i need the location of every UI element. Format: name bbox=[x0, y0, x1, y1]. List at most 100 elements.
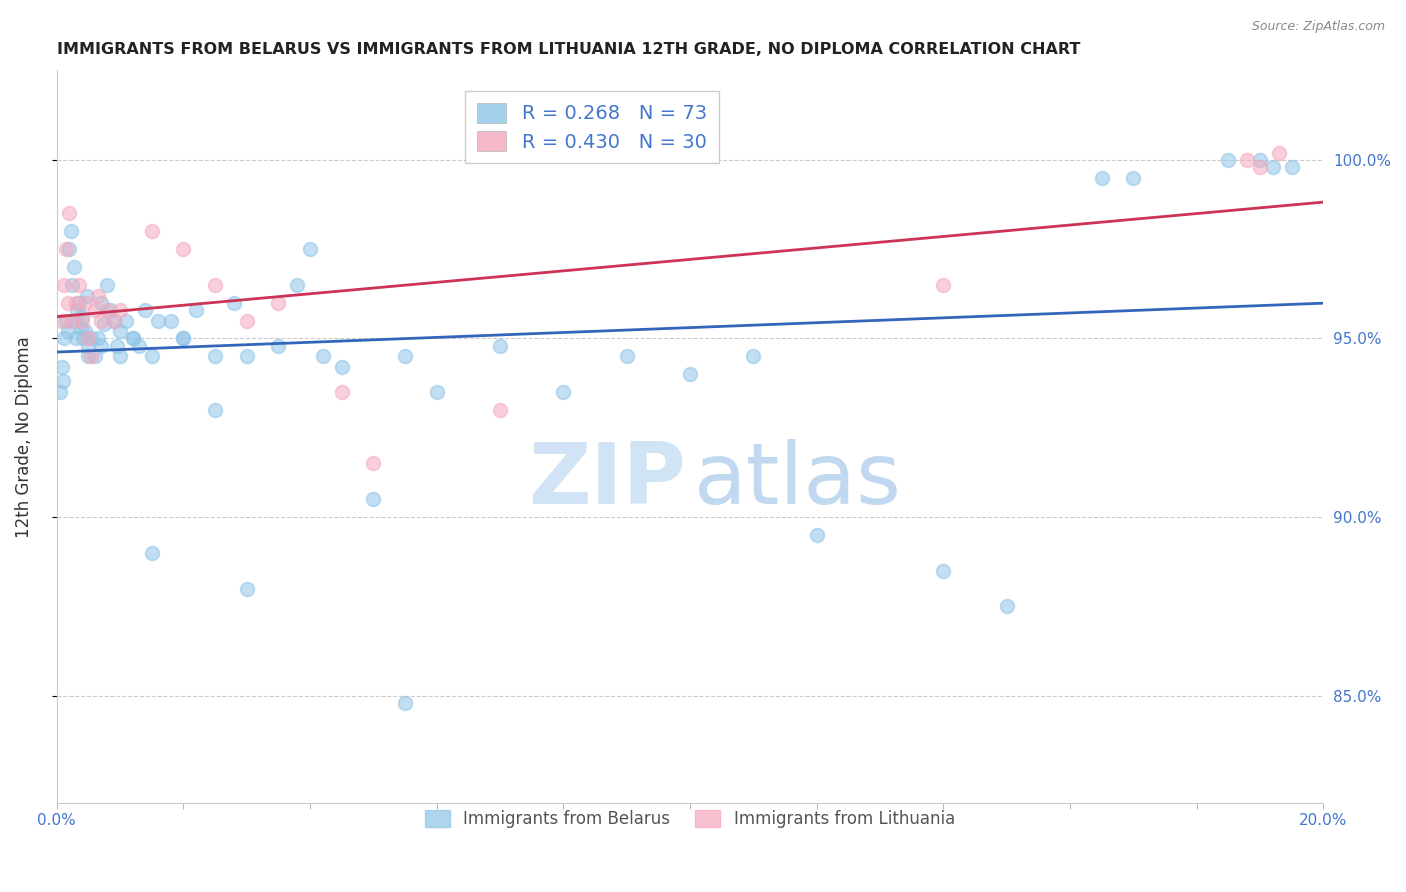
Point bbox=[222, 295, 245, 310]
Point bbox=[75, 295, 97, 310]
Point bbox=[172, 331, 194, 345]
Point bbox=[59, 224, 82, 238]
Y-axis label: 12th Grade, No Diploma: 12th Grade, No Diploma bbox=[15, 335, 32, 538]
Point bbox=[77, 338, 100, 352]
Point bbox=[121, 331, 143, 345]
Point bbox=[489, 403, 512, 417]
Point bbox=[1249, 160, 1271, 174]
Point bbox=[115, 313, 138, 327]
Point bbox=[172, 331, 194, 345]
Point bbox=[67, 295, 90, 310]
Point bbox=[80, 349, 103, 363]
Point bbox=[1122, 170, 1144, 185]
Point bbox=[65, 331, 87, 345]
Point bbox=[285, 277, 308, 292]
Point bbox=[66, 302, 89, 317]
Point bbox=[49, 384, 72, 399]
Point bbox=[108, 349, 131, 363]
Point bbox=[65, 313, 87, 327]
Point bbox=[932, 564, 955, 578]
Point bbox=[77, 349, 100, 363]
Point bbox=[80, 331, 103, 345]
Point bbox=[96, 277, 118, 292]
Point bbox=[141, 546, 163, 560]
Point bbox=[52, 374, 75, 388]
Point bbox=[70, 310, 93, 324]
Point bbox=[65, 295, 87, 310]
Point bbox=[63, 260, 86, 274]
Point bbox=[53, 331, 76, 345]
Point bbox=[995, 599, 1018, 614]
Point bbox=[90, 338, 112, 352]
Point bbox=[67, 277, 90, 292]
Point bbox=[76, 288, 98, 302]
Point bbox=[184, 302, 207, 317]
Point bbox=[361, 492, 384, 507]
Point bbox=[204, 277, 226, 292]
Point bbox=[330, 359, 353, 374]
Point bbox=[1249, 153, 1271, 167]
Point bbox=[108, 324, 131, 338]
Point bbox=[1268, 145, 1291, 160]
Point bbox=[134, 302, 156, 317]
Point bbox=[105, 338, 128, 352]
Point bbox=[489, 338, 512, 352]
Point bbox=[361, 457, 384, 471]
Point bbox=[679, 367, 702, 381]
Point bbox=[146, 313, 169, 327]
Point bbox=[141, 349, 163, 363]
Point bbox=[394, 696, 416, 710]
Legend: Immigrants from Belarus, Immigrants from Lithuania: Immigrants from Belarus, Immigrants from… bbox=[419, 804, 962, 835]
Point bbox=[77, 331, 100, 345]
Point bbox=[108, 302, 131, 317]
Text: IMMIGRANTS FROM BELARUS VS IMMIGRANTS FROM LITHUANIA 12TH GRADE, NO DIPLOMA CORR: IMMIGRANTS FROM BELARUS VS IMMIGRANTS FR… bbox=[56, 42, 1080, 57]
Point bbox=[806, 528, 828, 542]
Point bbox=[1236, 153, 1258, 167]
Point bbox=[141, 224, 163, 238]
Point bbox=[55, 242, 77, 256]
Point bbox=[51, 313, 73, 327]
Point bbox=[742, 349, 765, 363]
Point bbox=[128, 338, 150, 352]
Point bbox=[1091, 170, 1114, 185]
Point bbox=[1218, 153, 1240, 167]
Point bbox=[204, 403, 226, 417]
Point bbox=[83, 302, 105, 317]
Point bbox=[426, 384, 449, 399]
Point bbox=[56, 324, 79, 338]
Point bbox=[93, 317, 115, 331]
Point bbox=[58, 206, 80, 220]
Text: Source: ZipAtlas.com: Source: ZipAtlas.com bbox=[1251, 20, 1385, 33]
Point bbox=[72, 331, 94, 345]
Point bbox=[100, 302, 122, 317]
Point bbox=[51, 359, 73, 374]
Point bbox=[56, 295, 79, 310]
Point bbox=[103, 313, 125, 327]
Point bbox=[58, 242, 80, 256]
Point bbox=[96, 302, 118, 317]
Point bbox=[1281, 160, 1303, 174]
Point bbox=[1261, 160, 1284, 174]
Point bbox=[121, 331, 143, 345]
Point bbox=[70, 313, 93, 327]
Point bbox=[87, 331, 110, 345]
Point bbox=[394, 349, 416, 363]
Point bbox=[172, 242, 194, 256]
Point bbox=[616, 349, 638, 363]
Text: ZIP: ZIP bbox=[529, 439, 686, 522]
Point bbox=[90, 295, 112, 310]
Point bbox=[553, 384, 575, 399]
Point bbox=[90, 313, 112, 327]
Point bbox=[53, 277, 76, 292]
Point bbox=[235, 582, 257, 596]
Point bbox=[932, 277, 955, 292]
Point bbox=[55, 313, 77, 327]
Point bbox=[204, 349, 226, 363]
Point bbox=[298, 242, 321, 256]
Point bbox=[75, 324, 97, 338]
Point bbox=[235, 349, 257, 363]
Point bbox=[159, 313, 181, 327]
Point bbox=[235, 313, 257, 327]
Text: atlas: atlas bbox=[693, 439, 901, 522]
Point bbox=[267, 295, 290, 310]
